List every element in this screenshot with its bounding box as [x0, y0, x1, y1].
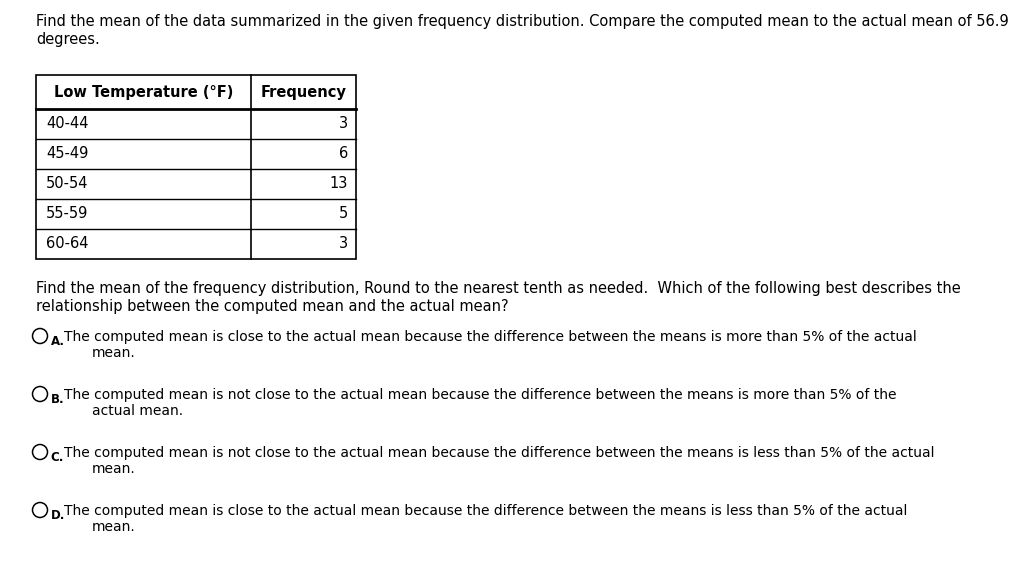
Text: C.: C.: [50, 451, 63, 464]
Text: relationship between the computed mean and the actual mean?: relationship between the computed mean a…: [36, 299, 509, 314]
Text: 3: 3: [339, 237, 348, 251]
Bar: [36, 75, 356, 259]
Text: mean.: mean.: [91, 462, 135, 476]
Text: Find the mean of the frequency distribution, Round to the nearest tenth as neede: Find the mean of the frequency distribut…: [36, 281, 961, 296]
Text: mean.: mean.: [91, 520, 135, 534]
Text: 3: 3: [339, 117, 348, 131]
Text: Find the mean of the data summarized in the given frequency distribution. Compar: Find the mean of the data summarized in …: [36, 14, 1009, 29]
Text: 5: 5: [339, 206, 348, 222]
Text: B.: B.: [50, 393, 65, 406]
Text: 45-49: 45-49: [46, 146, 88, 162]
Text: mean.: mean.: [91, 346, 135, 360]
Text: The computed mean is close to the actual mean because the difference between the: The computed mean is close to the actual…: [63, 330, 916, 344]
Text: 60-64: 60-64: [46, 237, 88, 251]
Text: Low Temperature (°F): Low Temperature (°F): [54, 84, 233, 100]
Text: actual mean.: actual mean.: [91, 404, 182, 418]
Text: 55-59: 55-59: [46, 206, 88, 222]
Text: The computed mean is not close to the actual mean because the difference between: The computed mean is not close to the ac…: [63, 388, 896, 402]
Text: 50-54: 50-54: [46, 176, 88, 192]
Text: 40-44: 40-44: [46, 117, 88, 131]
Text: The computed mean is close to the actual mean because the difference between the: The computed mean is close to the actual…: [63, 504, 907, 518]
Text: 13: 13: [330, 176, 348, 192]
Text: Frequency: Frequency: [260, 84, 346, 100]
Text: 6: 6: [339, 146, 348, 162]
Text: The computed mean is not close to the actual mean because the difference between: The computed mean is not close to the ac…: [63, 446, 934, 460]
Text: degrees.: degrees.: [36, 32, 99, 47]
Text: D.: D.: [50, 509, 65, 522]
Text: A.: A.: [50, 335, 65, 348]
